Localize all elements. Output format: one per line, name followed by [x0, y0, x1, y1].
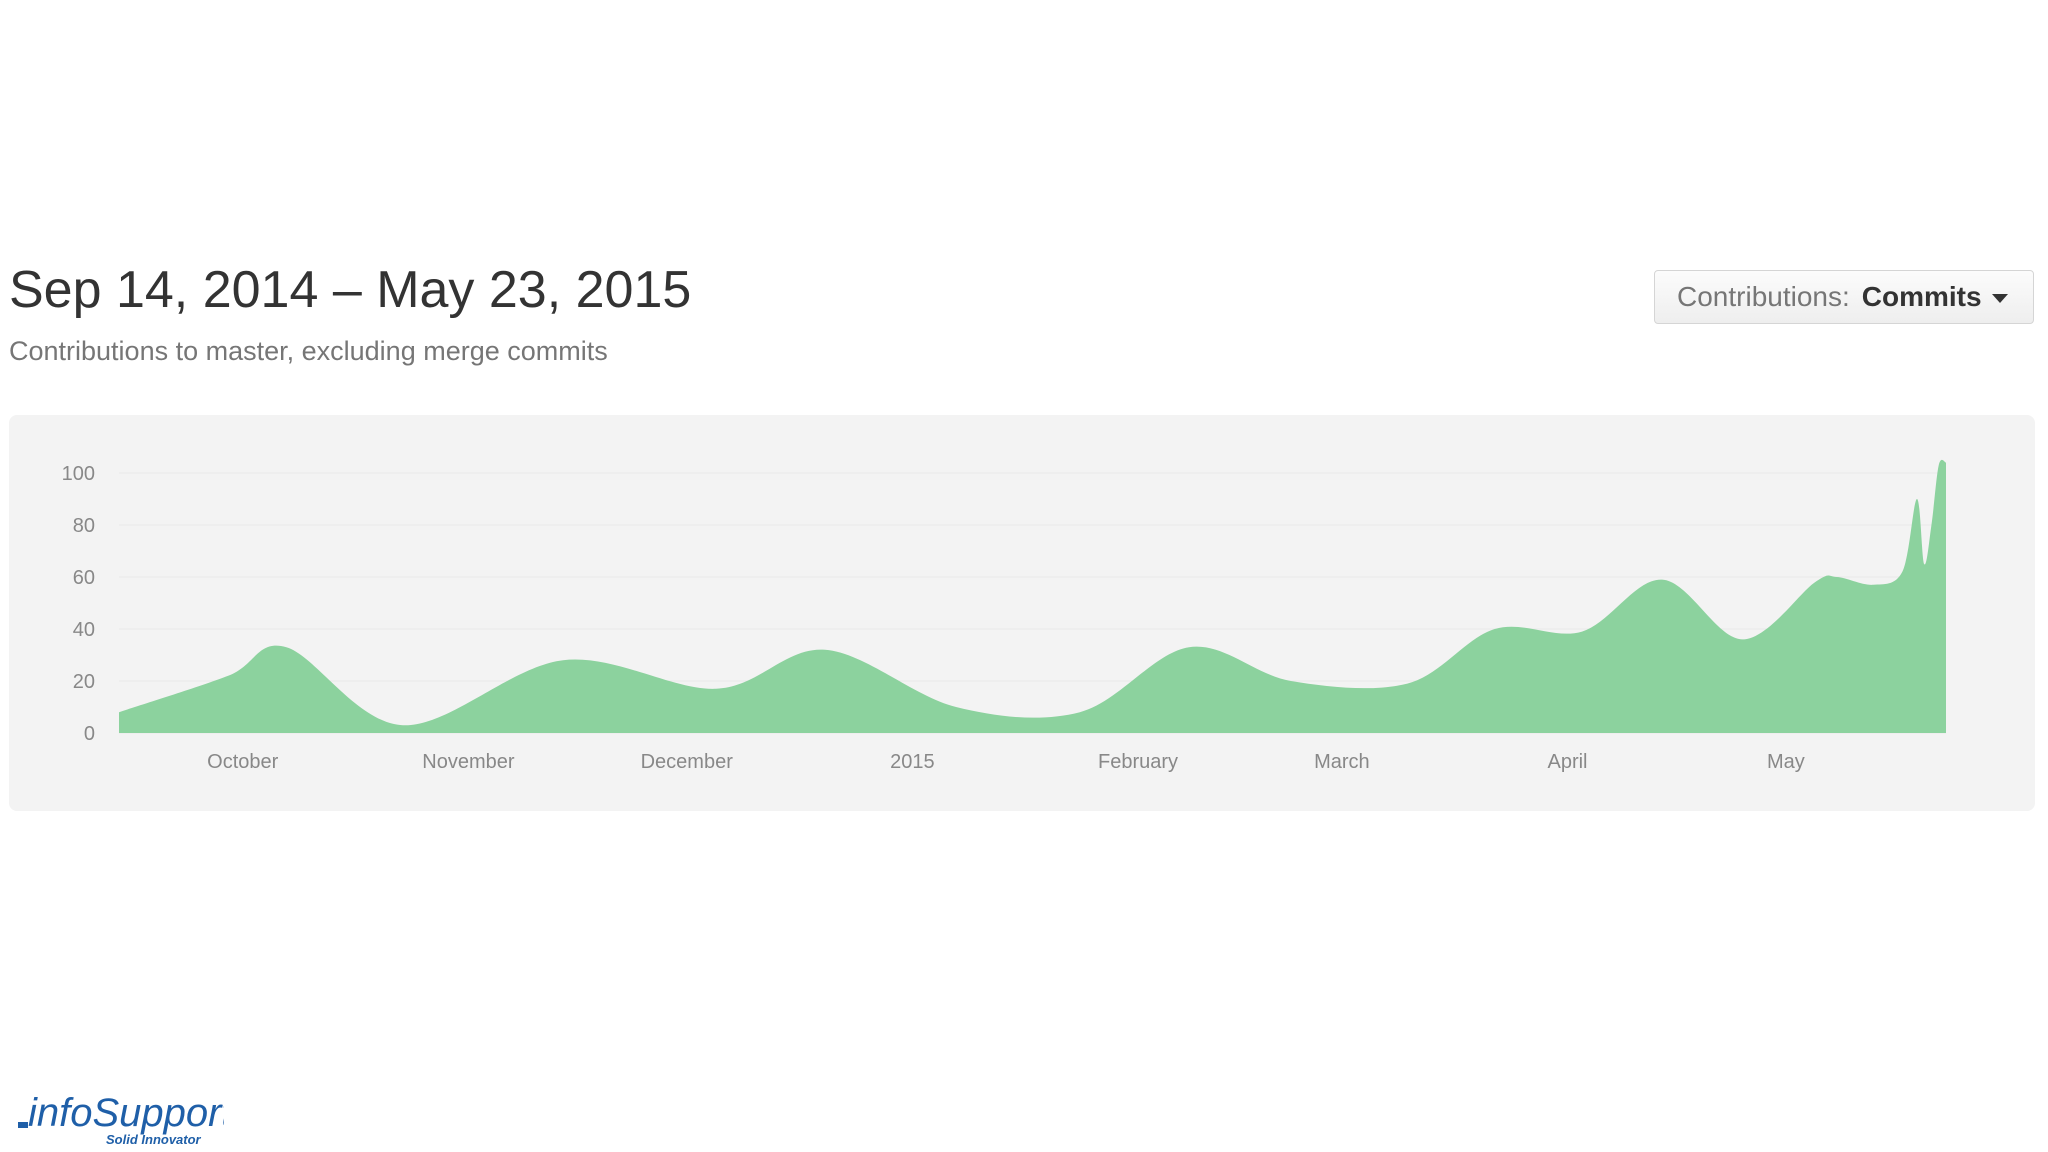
x-tick-label: April [1547, 751, 1587, 773]
x-tick-label: 2015 [890, 751, 935, 773]
y-tick-label: 40 [73, 619, 95, 641]
date-range-title: Sep 14, 2014 – May 23, 2015 [9, 261, 692, 319]
commits-area-series [119, 459, 1946, 733]
contributions-dropdown-label: Contributions: [1677, 281, 1850, 312]
caret-down-icon [1991, 294, 2008, 303]
logo-wordmark: infoSupport [28, 1091, 224, 1135]
x-tick-label: February [1098, 751, 1178, 773]
contributions-dropdown[interactable]: Contributions: Commits [1654, 270, 2034, 324]
y-tick-label: 0 [84, 723, 95, 745]
x-tick-label: March [1314, 751, 1370, 773]
contributions-dropdown-value: Commits [1861, 281, 1982, 312]
y-tick-label: 100 [62, 463, 95, 485]
y-tick-label: 80 [73, 515, 95, 537]
chart-area-layer [119, 459, 1946, 733]
x-tick-label: December [641, 751, 734, 773]
contributions-area-chart: 0 20 40 60 80 100 October November December 2015… [62, 459, 1946, 773]
logo-tagline: Solid Innovator [106, 1132, 202, 1147]
x-axis-ticks: October November December 2015 February March… [207, 751, 1805, 773]
y-tick-label: 60 [73, 567, 95, 589]
contributions-chart-panel: 0 20 40 60 80 100 October November December 2015… [9, 415, 2035, 811]
infosupport-logo: infoSupport Solid Innovator [18, 1091, 224, 1147]
x-tick-label: May [1767, 751, 1805, 773]
logo-mark [18, 1122, 28, 1128]
y-tick-label: 20 [73, 671, 95, 693]
x-tick-label: October [207, 751, 278, 773]
chart-subtitle: Contributions to master, excluding merge… [9, 336, 608, 366]
x-tick-label: November [422, 751, 515, 773]
y-axis-ticks: 0 20 40 60 80 100 [62, 463, 95, 745]
